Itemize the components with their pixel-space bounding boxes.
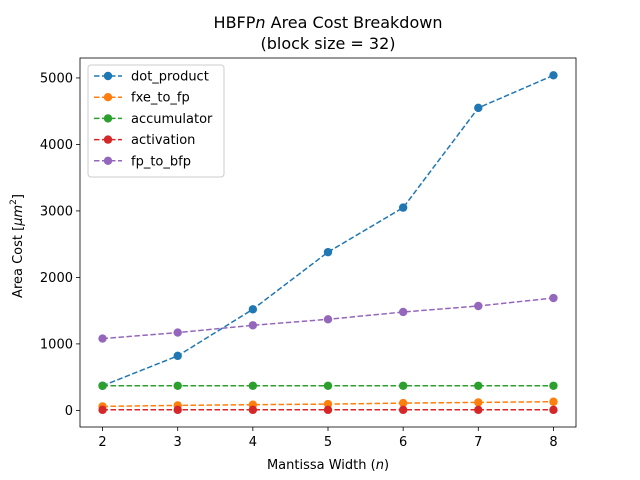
series-fp_to_bfp bbox=[98, 293, 558, 343]
legend-item: fxe_to_fp bbox=[94, 91, 190, 106]
legend-label: fp_to_bfp bbox=[131, 154, 191, 169]
series-accumulator bbox=[98, 381, 558, 390]
data-point bbox=[549, 397, 558, 406]
data-point bbox=[474, 103, 483, 113]
data-point bbox=[248, 405, 258, 415]
legend-swatch-marker bbox=[103, 93, 113, 102]
data-point bbox=[549, 71, 558, 80]
x-tick-label: 2 bbox=[98, 435, 106, 450]
legend: dot_product fxe_to_fp accumulator activatio… bbox=[87, 64, 225, 178]
data-point bbox=[98, 334, 107, 343]
legend-label: accumulator bbox=[131, 112, 213, 127]
chart-title-line1: HBFPn Area Cost Breakdown bbox=[214, 13, 443, 32]
legend-label: activation bbox=[131, 133, 195, 148]
x-tick-label: 7 bbox=[474, 435, 482, 450]
y-axis-label: Area Cost [μm2] bbox=[9, 194, 26, 298]
data-point bbox=[323, 381, 333, 390]
data-point bbox=[248, 321, 258, 330]
y-tick-label: 2000 bbox=[40, 271, 73, 286]
y-tick-label: 5000 bbox=[40, 71, 73, 86]
series-group bbox=[98, 71, 558, 415]
chart-title-line2: (block size = 32) bbox=[261, 34, 396, 53]
legend-item: fp_to_bfp bbox=[94, 154, 191, 169]
y-tick-label: 4000 bbox=[40, 138, 73, 153]
x-tick-label: 5 bbox=[324, 435, 332, 450]
data-point bbox=[474, 381, 483, 390]
data-point bbox=[398, 203, 408, 212]
x-axis: 2 3 4 5 6 7 8 bbox=[98, 427, 558, 450]
legend-label: fxe_to_fp bbox=[131, 91, 190, 106]
data-point bbox=[323, 247, 333, 257]
legend-item: accumulator bbox=[94, 112, 213, 127]
data-point bbox=[98, 405, 107, 415]
data-point bbox=[398, 405, 408, 415]
legend-label: dot_product bbox=[131, 70, 209, 85]
data-point bbox=[323, 405, 333, 415]
x-tick-label: 3 bbox=[174, 435, 182, 450]
data-point bbox=[173, 351, 182, 361]
legend-item: dot_product bbox=[94, 70, 209, 85]
x-tick-label: 4 bbox=[249, 435, 257, 450]
legend-swatch-marker bbox=[103, 71, 113, 81]
data-point bbox=[173, 381, 182, 390]
y-tick-label: 1000 bbox=[40, 337, 73, 352]
legend-swatch-marker bbox=[103, 156, 113, 165]
data-point bbox=[549, 293, 558, 303]
data-point bbox=[549, 405, 558, 415]
data-point bbox=[323, 399, 333, 409]
x-tick-label: 8 bbox=[549, 435, 557, 450]
y-tick-label: 3000 bbox=[40, 204, 73, 219]
chart-title: HBFPn Area Cost Breakdown (block size = … bbox=[214, 13, 443, 53]
legend-swatch-marker bbox=[103, 114, 113, 123]
legend-frame bbox=[87, 64, 225, 178]
data-point bbox=[474, 301, 483, 311]
data-point bbox=[398, 398, 408, 408]
data-point bbox=[248, 305, 258, 314]
x-axis-label: Mantissa Width (n) bbox=[267, 458, 389, 473]
y-tick-label: 0 bbox=[65, 404, 73, 419]
data-point bbox=[474, 405, 483, 415]
data-point bbox=[248, 381, 258, 390]
data-point bbox=[173, 328, 182, 337]
data-point bbox=[474, 398, 483, 407]
legend-item: activation bbox=[94, 133, 195, 148]
series-activation bbox=[98, 405, 558, 415]
data-point bbox=[549, 381, 558, 390]
data-point bbox=[323, 315, 333, 324]
y-axis: 0 1000 2000 3000 4000 5000 bbox=[40, 71, 80, 419]
legend-swatch-marker bbox=[103, 135, 113, 144]
data-point bbox=[98, 381, 107, 390]
data-point bbox=[398, 381, 408, 390]
data-point bbox=[173, 405, 182, 415]
x-tick-label: 6 bbox=[399, 435, 407, 450]
data-point bbox=[398, 307, 408, 317]
